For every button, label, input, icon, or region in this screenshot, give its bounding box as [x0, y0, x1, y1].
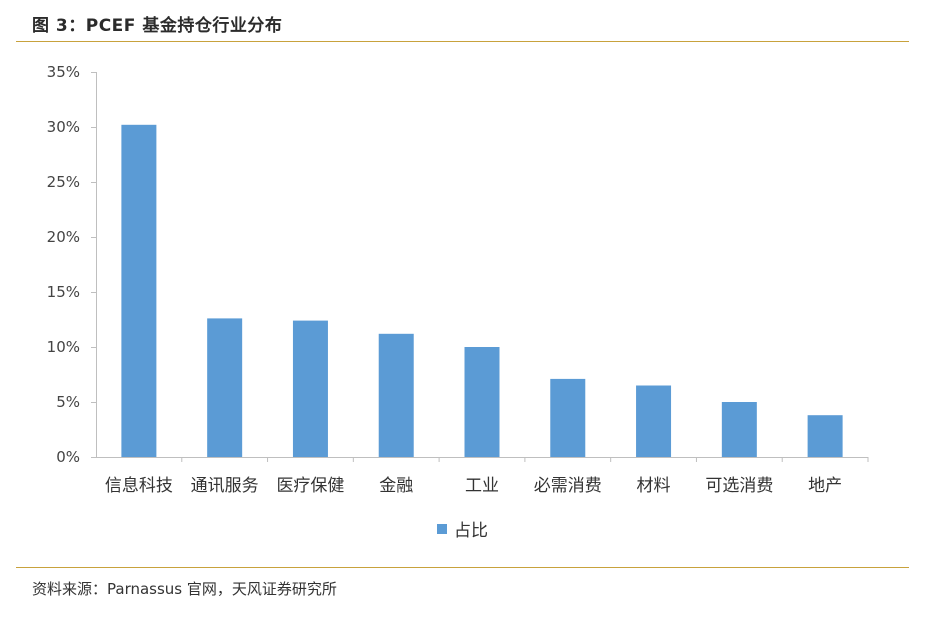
legend: 占比 [437, 521, 488, 541]
y-tick-label: 0% [56, 448, 80, 466]
x-axis-labels: 信息科技 通讯服务 医疗保健 金融 工业 必需消费 材料 可选消费 地产 [105, 457, 869, 496]
x-tick-label: 工业 [465, 476, 499, 496]
bar [378, 333, 414, 457]
y-tick-label: 20% [47, 228, 80, 246]
bottom-rule [16, 567, 909, 568]
bar [207, 318, 243, 457]
x-tick-label: 医疗保健 [276, 476, 344, 496]
legend-swatch [437, 524, 447, 534]
y-tick-label: 35% [47, 63, 80, 81]
bar [121, 124, 157, 458]
top-rule [16, 41, 909, 42]
y-tick-label: 15% [47, 283, 80, 301]
bar [464, 347, 500, 457]
bar [550, 378, 586, 457]
bar [721, 402, 757, 457]
legend-label: 占比 [454, 521, 488, 541]
y-tick-label: 25% [47, 173, 80, 191]
source-note: 资料来源：Parnassus 官网，天风证券研究所 [32, 580, 337, 598]
x-tick-label: 信息科技 [105, 476, 173, 496]
bars [121, 124, 843, 458]
x-tick-label: 通讯服务 [191, 476, 259, 496]
figure-title: 图 3：PCEF 基金持仓行业分布 [32, 16, 283, 36]
bar [636, 385, 672, 457]
x-tick-label: 可选消费 [705, 476, 773, 496]
y-axis-ticks: 0% 5% 10% 15% 20% 25% 30% 35% [47, 63, 96, 466]
y-tick-label: 5% [56, 393, 80, 411]
bar [807, 415, 843, 457]
x-tick-label: 必需消费 [534, 476, 602, 496]
bar-chart: 0% 5% 10% 15% 20% 25% 30% 35% 信息科技 通讯服务 医疗保健 金融 工业 必… [47, 63, 869, 541]
x-tick-label: 地产 [808, 476, 842, 496]
bar [292, 320, 328, 457]
y-tick-label: 30% [47, 118, 80, 136]
x-tick-label: 材料 [637, 476, 671, 496]
x-tick-label: 金融 [379, 476, 413, 496]
y-tick-label: 10% [47, 338, 80, 356]
